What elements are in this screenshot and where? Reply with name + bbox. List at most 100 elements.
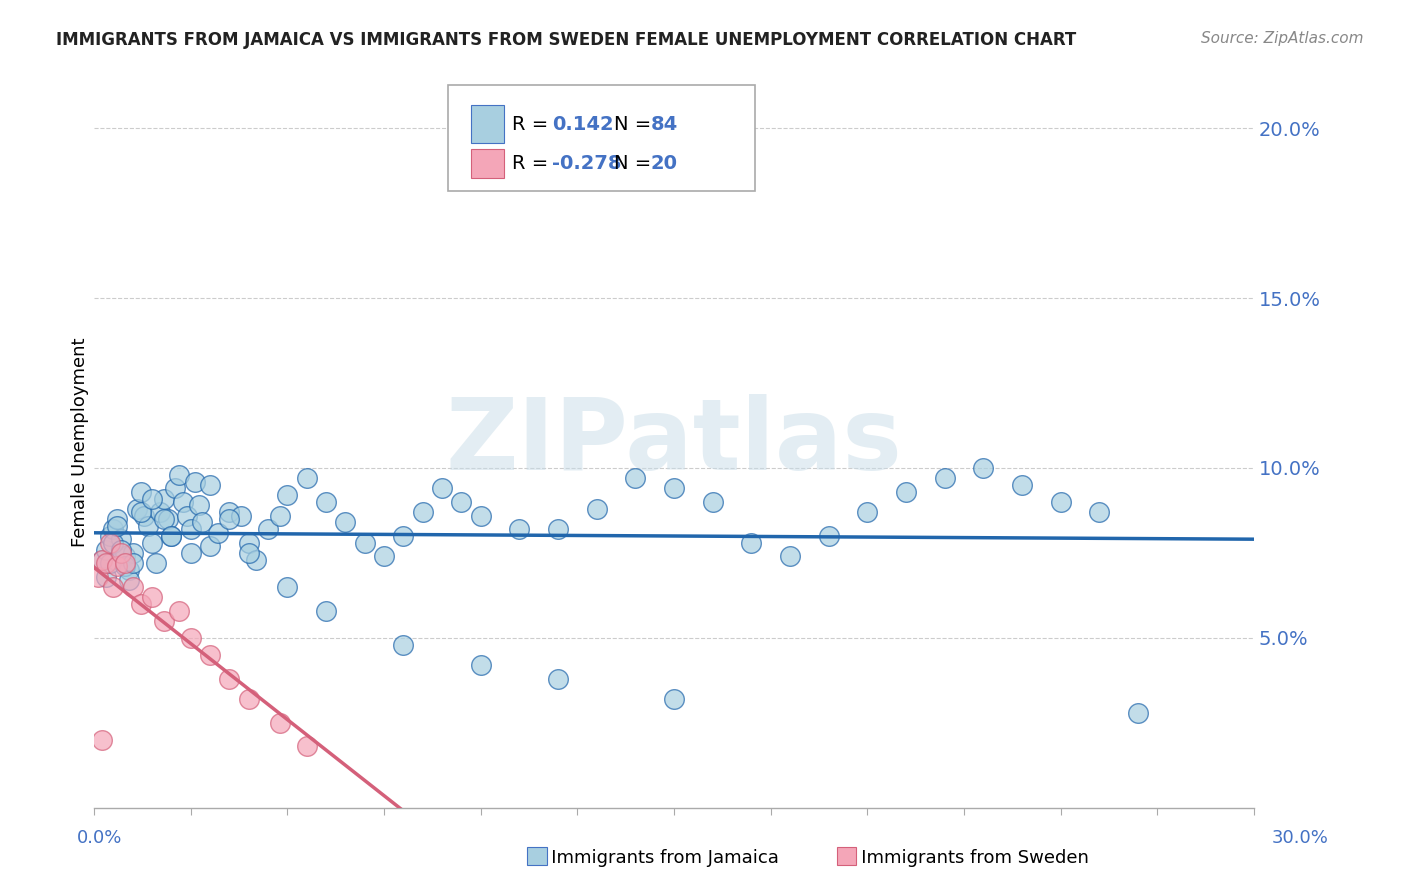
Point xyxy=(94,542,117,557)
Point xyxy=(218,672,240,686)
Point xyxy=(180,546,202,560)
Point xyxy=(894,484,917,499)
Point xyxy=(118,563,141,577)
Point xyxy=(167,604,190,618)
Point xyxy=(315,604,337,618)
Point xyxy=(114,549,136,564)
Point xyxy=(103,522,125,536)
Point xyxy=(94,569,117,583)
Point xyxy=(779,549,801,564)
Point xyxy=(121,580,143,594)
Point xyxy=(276,488,298,502)
Text: 0.142: 0.142 xyxy=(553,115,614,134)
Point xyxy=(183,475,205,489)
Point xyxy=(121,546,143,560)
Point xyxy=(134,508,156,523)
Point xyxy=(121,556,143,570)
Point xyxy=(412,505,434,519)
Point xyxy=(129,597,152,611)
Point xyxy=(90,552,112,566)
Point xyxy=(152,512,174,526)
Point xyxy=(1126,706,1149,720)
Point xyxy=(160,529,183,543)
Point xyxy=(856,505,879,519)
Point xyxy=(98,535,121,549)
Point xyxy=(470,657,492,672)
Point xyxy=(141,535,163,549)
Point xyxy=(90,732,112,747)
Point xyxy=(430,482,453,496)
Bar xyxy=(527,847,547,865)
Point xyxy=(508,522,530,536)
Point xyxy=(624,471,647,485)
Point xyxy=(207,525,229,540)
Point xyxy=(335,516,357,530)
Point xyxy=(172,495,194,509)
Point xyxy=(218,505,240,519)
Point xyxy=(105,518,128,533)
Point xyxy=(1049,495,1071,509)
Point xyxy=(276,580,298,594)
Point xyxy=(547,522,569,536)
Point xyxy=(1011,478,1033,492)
Point xyxy=(972,461,994,475)
Text: Immigrants from Sweden: Immigrants from Sweden xyxy=(844,849,1088,867)
Text: N =: N = xyxy=(613,115,657,134)
Point xyxy=(238,546,260,560)
Point xyxy=(129,484,152,499)
Point xyxy=(105,512,128,526)
Text: ZIPatlas: ZIPatlas xyxy=(446,394,903,491)
Point xyxy=(585,501,607,516)
Point xyxy=(392,638,415,652)
Point xyxy=(141,590,163,604)
Bar xyxy=(471,105,503,143)
Point xyxy=(125,501,148,516)
Text: Immigrants from Jamaica: Immigrants from Jamaica xyxy=(534,849,779,867)
Text: N =: N = xyxy=(613,154,657,173)
Point xyxy=(295,739,318,754)
Point xyxy=(167,467,190,482)
Point xyxy=(392,529,415,543)
Y-axis label: Female Unemployment: Female Unemployment xyxy=(72,338,89,548)
Point xyxy=(98,529,121,543)
Point xyxy=(934,471,956,485)
Point xyxy=(110,542,132,557)
Point xyxy=(238,692,260,706)
Point xyxy=(198,539,221,553)
Point xyxy=(94,556,117,570)
Point xyxy=(245,552,267,566)
Point xyxy=(180,522,202,536)
Point xyxy=(103,535,125,549)
Point xyxy=(141,491,163,506)
Point xyxy=(218,512,240,526)
Point xyxy=(547,672,569,686)
Point xyxy=(740,535,762,549)
Point xyxy=(238,535,260,549)
Point xyxy=(114,559,136,574)
Point xyxy=(373,549,395,564)
Text: R =: R = xyxy=(512,154,554,173)
Point xyxy=(187,499,209,513)
Point xyxy=(295,471,318,485)
Point xyxy=(87,569,110,583)
Bar xyxy=(837,847,856,865)
Point xyxy=(269,715,291,730)
Point xyxy=(662,482,685,496)
Point xyxy=(114,556,136,570)
Point xyxy=(103,580,125,594)
Text: Source: ZipAtlas.com: Source: ZipAtlas.com xyxy=(1201,31,1364,46)
Point xyxy=(176,508,198,523)
Point xyxy=(156,512,179,526)
Point xyxy=(257,522,280,536)
Point xyxy=(149,505,172,519)
Point xyxy=(136,518,159,533)
Point xyxy=(152,491,174,506)
Point xyxy=(817,529,839,543)
Point xyxy=(105,559,128,574)
Point xyxy=(662,692,685,706)
Text: 84: 84 xyxy=(651,115,678,134)
Point xyxy=(191,516,214,530)
Point xyxy=(152,614,174,628)
Point xyxy=(450,495,472,509)
Point xyxy=(229,508,252,523)
